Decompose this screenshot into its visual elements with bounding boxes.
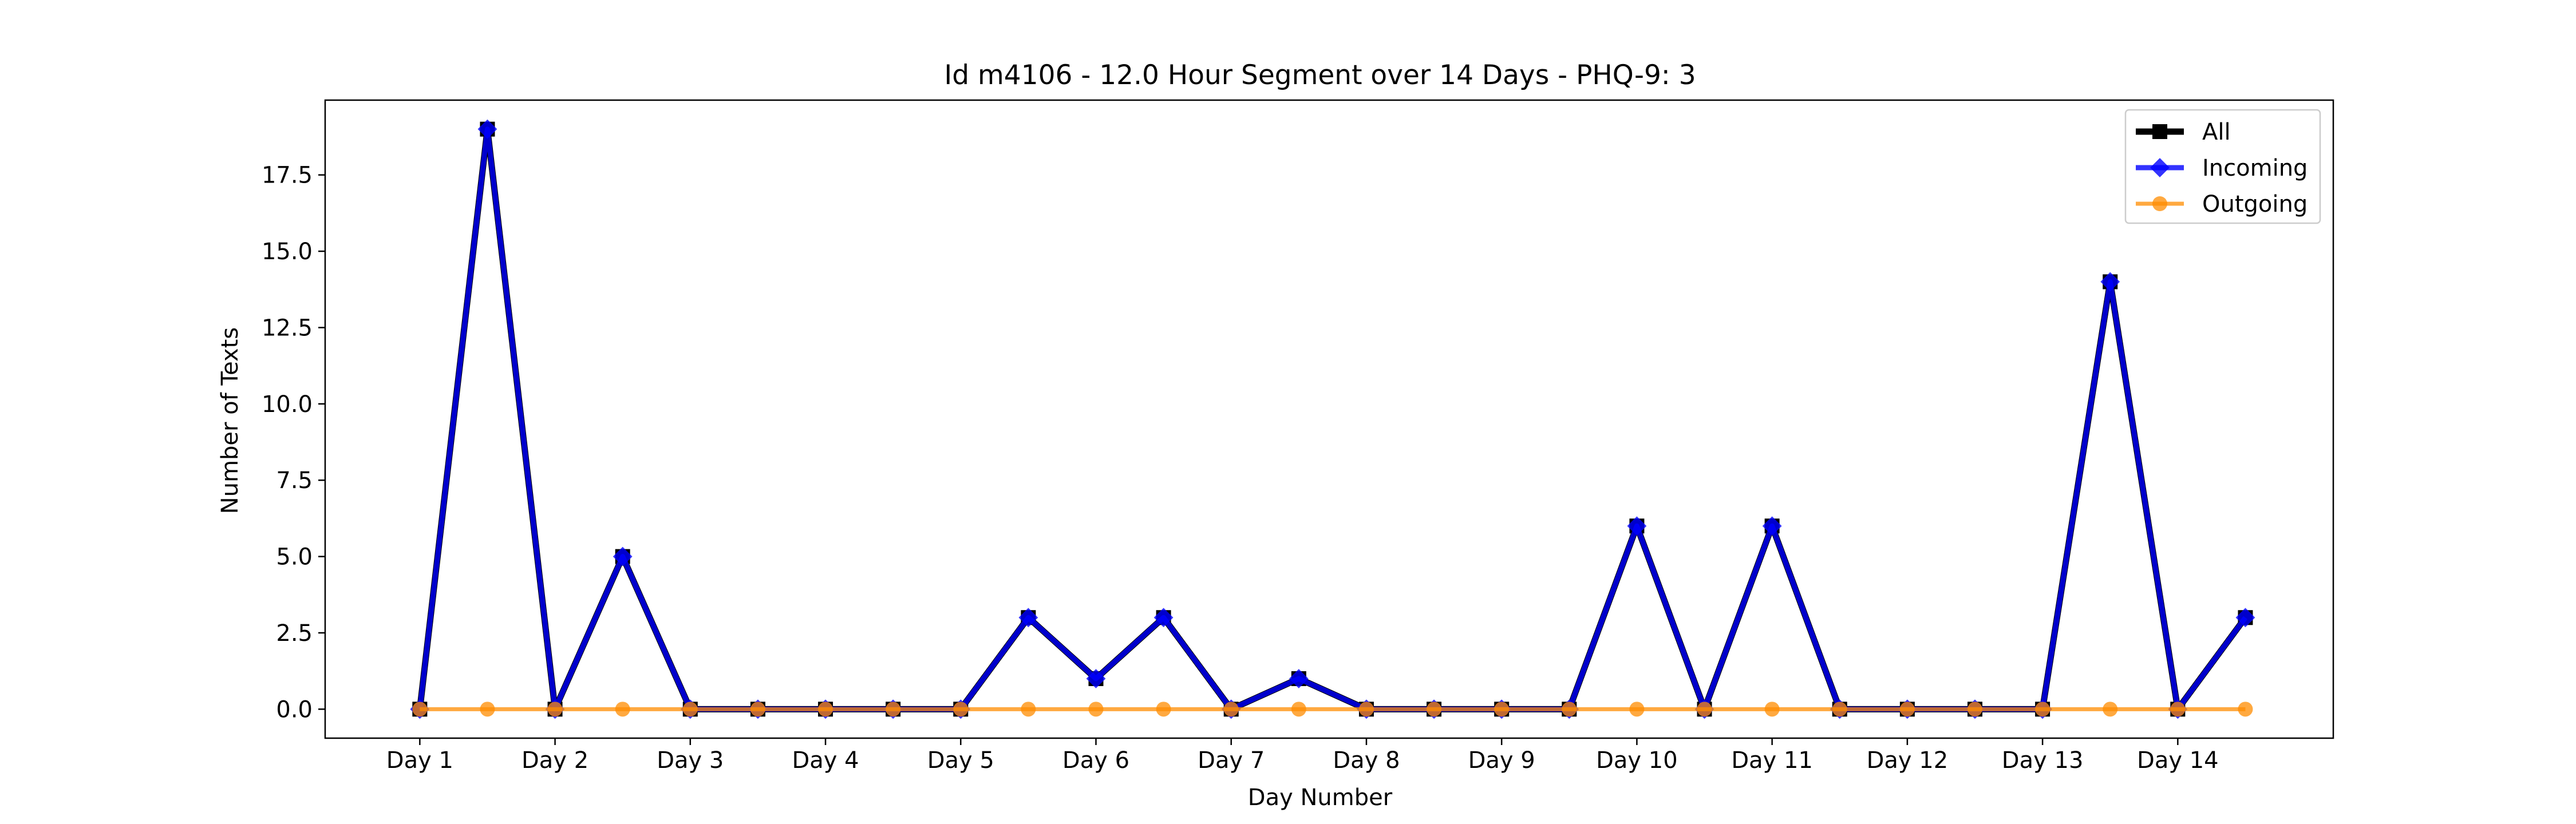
data-point-outgoing [818, 702, 833, 717]
data-point-outgoing [1562, 702, 1577, 717]
data-point-incoming [1018, 608, 1038, 628]
x-tick-label: Day 1 [386, 747, 453, 774]
data-point-outgoing [1967, 702, 1982, 717]
data-point-outgoing [953, 702, 969, 717]
data-point-outgoing [1156, 702, 1171, 717]
data-point-outgoing [2035, 702, 2050, 717]
data-point-incoming [613, 546, 633, 566]
x-tick-label: Day 13 [2002, 747, 2084, 774]
data-point-outgoing [1764, 702, 1780, 717]
data-point-outgoing [1088, 702, 1104, 717]
x-tick-label: Day 14 [2137, 747, 2219, 774]
data-point-outgoing [1291, 702, 1306, 717]
data-point-outgoing [547, 702, 563, 717]
data-point-outgoing [1021, 702, 1036, 717]
data-point-incoming [1762, 516, 1782, 536]
y-tick-label: 15.0 [262, 239, 313, 265]
x-tick-label: Day 9 [1468, 747, 1535, 774]
x-tick-label: Day 6 [1062, 747, 1129, 774]
legend-marker [2152, 124, 2167, 139]
x-tick-label: Day 3 [657, 747, 724, 774]
y-tick-label: 10.0 [262, 391, 313, 418]
legend-label: Outgoing [2202, 191, 2308, 217]
data-point-incoming [477, 119, 497, 139]
x-tick-label: Day 8 [1333, 747, 1400, 774]
chart-title: Id m4106 - 12.0 Hour Segment over 14 Day… [944, 60, 1696, 91]
y-tick-label: 0.0 [276, 696, 313, 723]
y-tick-label: 7.5 [276, 468, 313, 494]
data-point-outgoing [1832, 702, 1847, 717]
y-axis-ticks: 0.0 2.5 5.0 7.5 10.0 12.5 15.0 17.5 [262, 163, 325, 723]
data-point-outgoing [886, 702, 901, 717]
data-point-incoming [1289, 669, 1309, 688]
data-point-outgoing [2238, 702, 2253, 717]
x-axis-ticks: Day 1 Day 2 Day 3 Day 4 Day 5 Day 6 Day 7 Day 8… [386, 738, 2219, 774]
data-point-incoming [2100, 272, 2120, 292]
data-point-outgoing [480, 702, 495, 717]
y-tick-label: 5.0 [276, 544, 313, 571]
data-point-outgoing [1223, 702, 1239, 717]
data-point-outgoing [1629, 702, 1645, 717]
y-tick-label: 12.5 [262, 315, 313, 341]
data-point-outgoing [750, 702, 765, 717]
legend-item-all: All [2136, 119, 2231, 145]
legend-label: All [2202, 119, 2231, 145]
legend-marker [2150, 158, 2170, 177]
data-point-outgoing [2103, 702, 2118, 717]
x-tick-label: Day 10 [1596, 747, 1678, 774]
x-tick-label: Day 5 [927, 747, 994, 774]
data-point-outgoing [412, 702, 428, 717]
data-point-incoming [2235, 608, 2255, 628]
x-tick-label: Day 7 [1198, 747, 1265, 774]
data-point-incoming [1627, 516, 1647, 536]
y-tick-label: 2.5 [276, 620, 313, 647]
data-point-outgoing [1427, 702, 1442, 717]
legend-item-outgoing: Outgoing [2136, 191, 2308, 217]
x-axis-label: Day Number [1248, 785, 1393, 811]
data-point-incoming [1153, 608, 1174, 628]
y-tick-label: 17.5 [262, 163, 313, 189]
data-point-outgoing [2170, 702, 2186, 717]
legend-label: Incoming [2202, 155, 2308, 181]
y-axis-label: Number of Texts [217, 327, 243, 514]
data-point-outgoing [1494, 702, 1510, 717]
x-tick-label: Day 2 [521, 747, 588, 774]
data-point-outgoing [682, 702, 698, 717]
series-layer [410, 119, 2255, 719]
series-outgoing [412, 702, 2253, 717]
plot-area-frame [324, 99, 2334, 739]
legend-item-incoming: Incoming [2136, 155, 2308, 181]
x-tick-label: Day 12 [1867, 747, 1949, 774]
legend: All Incoming Outgoing [2124, 109, 2321, 224]
data-point-outgoing [1358, 702, 1374, 717]
legend-box [2124, 109, 2321, 224]
legend-marker [2152, 196, 2167, 211]
data-point-outgoing [1899, 702, 1915, 717]
data-point-incoming [1086, 669, 1106, 688]
data-point-outgoing [615, 702, 630, 717]
x-tick-label: Day 11 [1731, 747, 1813, 774]
data-point-outgoing [1697, 702, 1712, 717]
x-tick-label: Day 4 [792, 747, 859, 774]
